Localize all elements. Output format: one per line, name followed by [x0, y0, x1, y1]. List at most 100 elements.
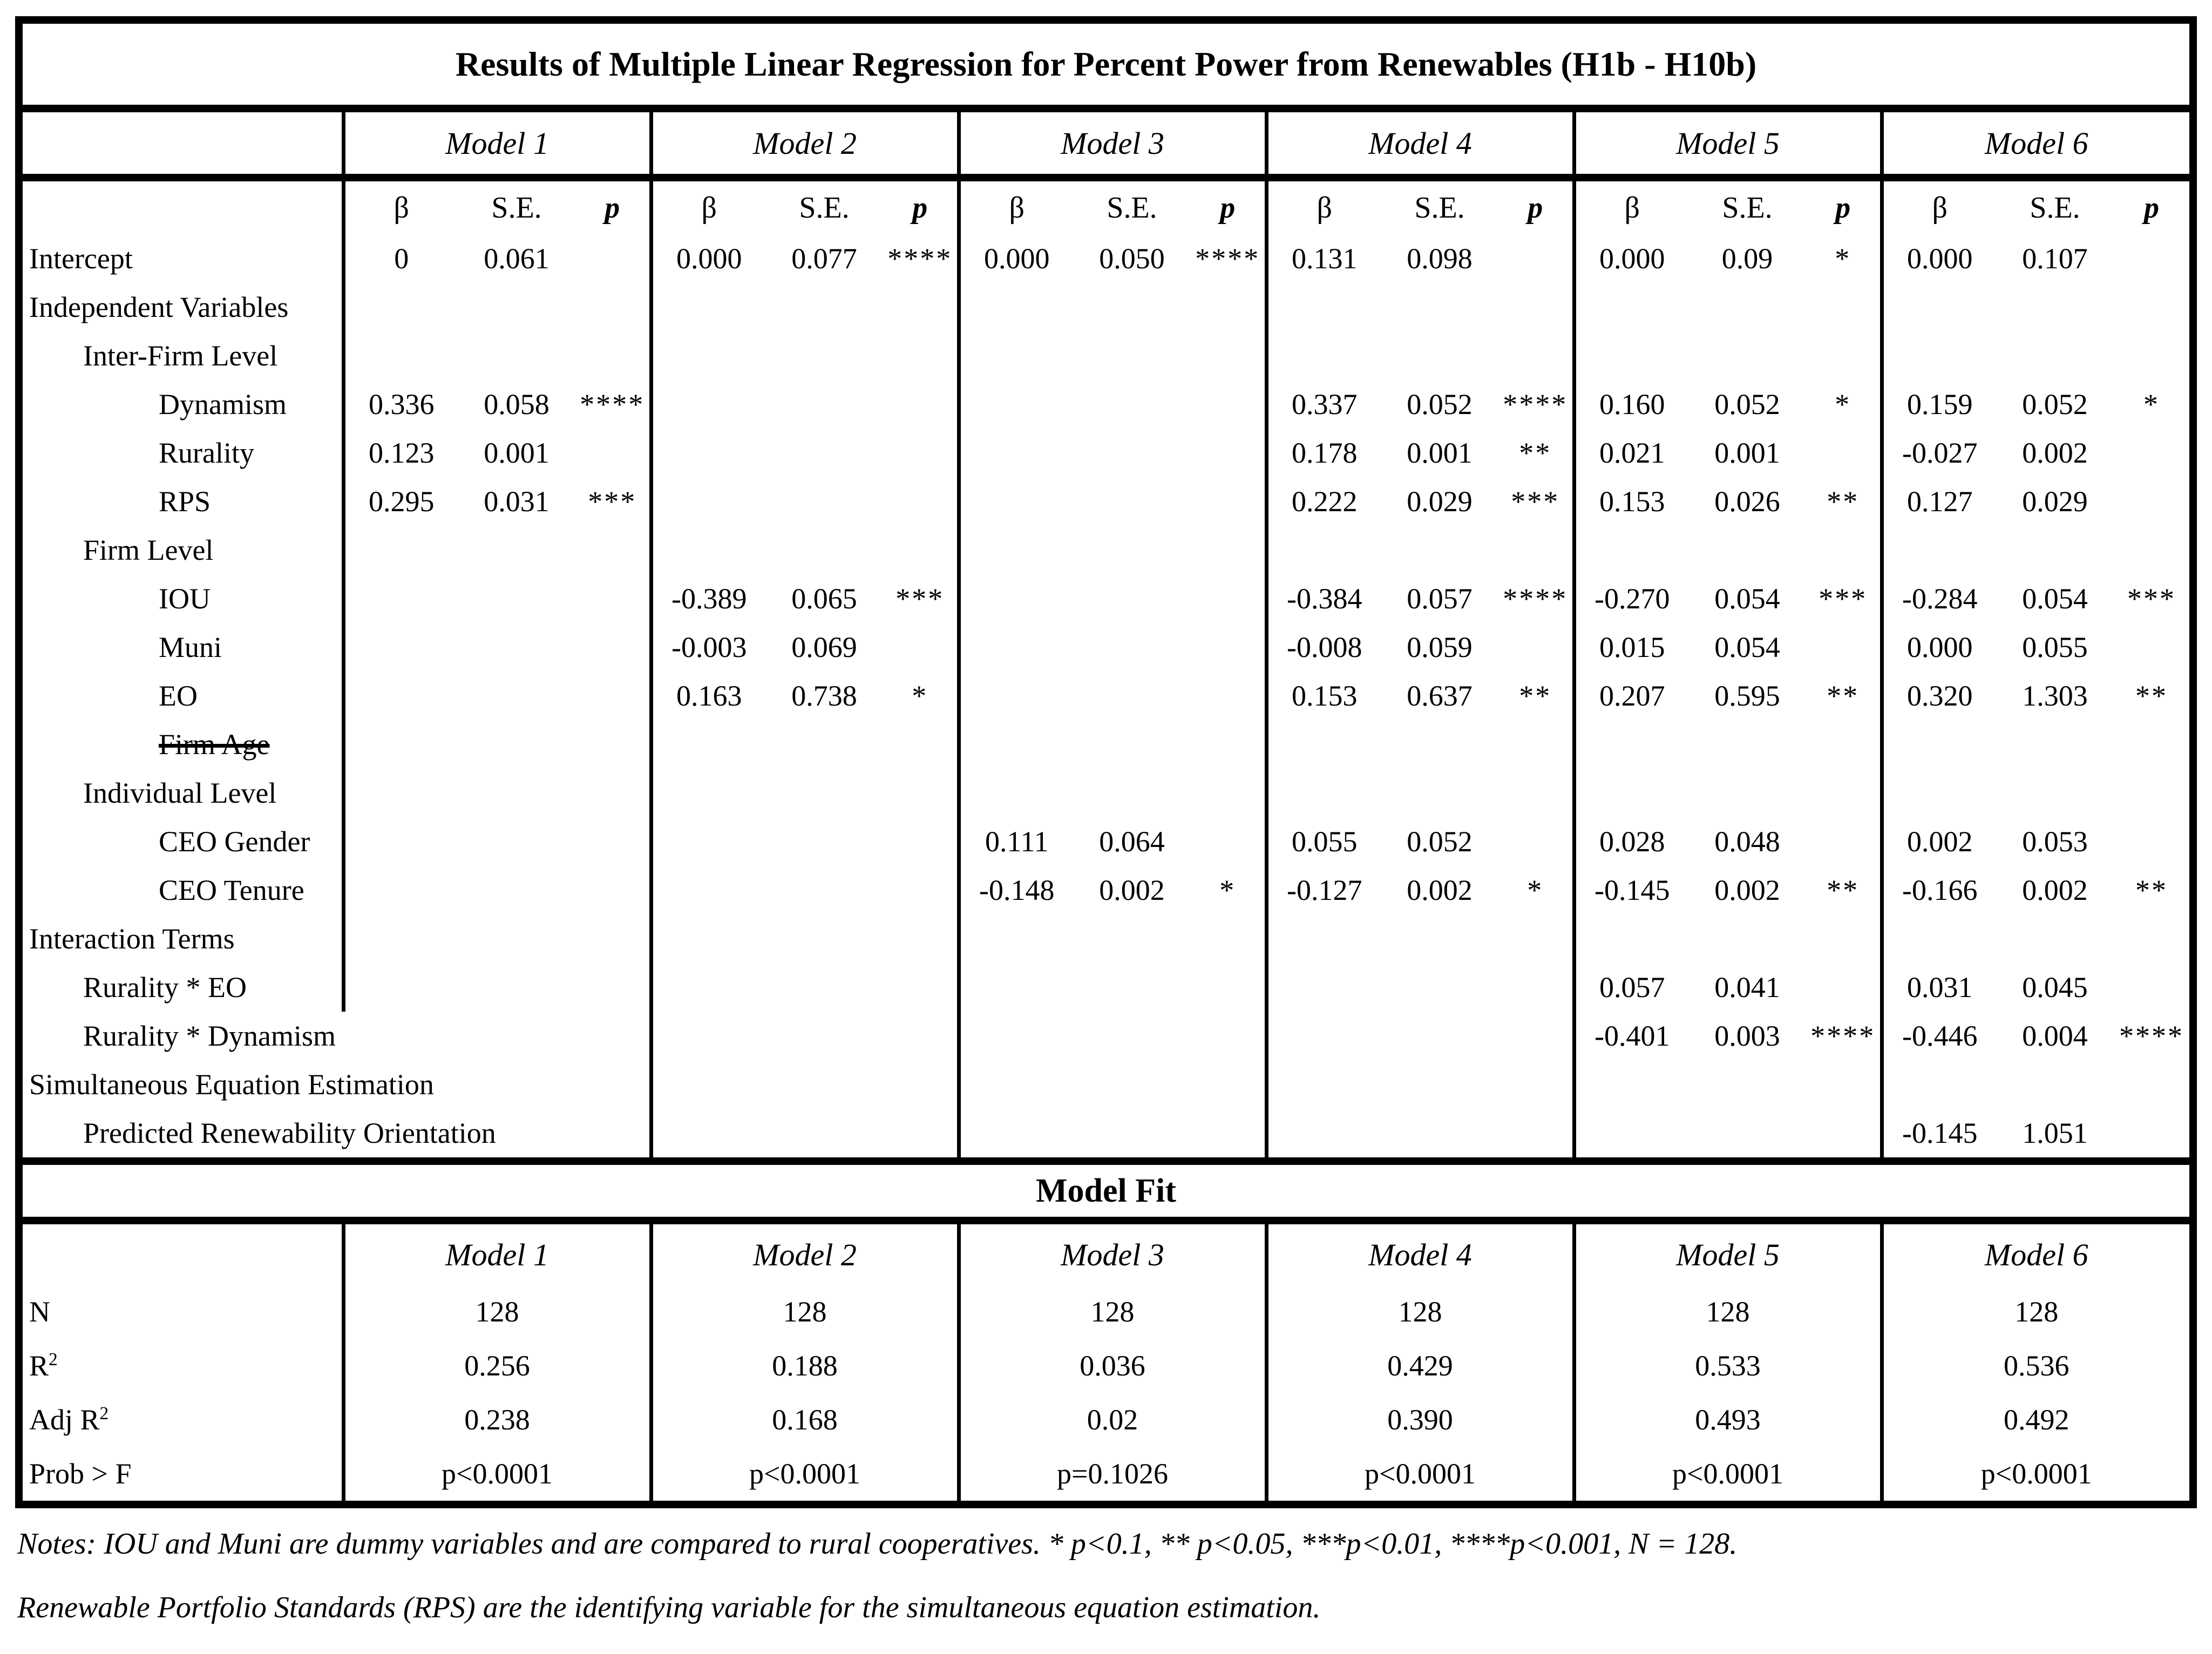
fit-corner-cell: [23, 1224, 343, 1285]
se-value: 0.052: [1407, 825, 1473, 858]
beta-value: [1264, 283, 1381, 331]
fit-value: 128: [956, 1285, 1266, 1339]
se-value: [1381, 1012, 1498, 1060]
row-label-text: Interaction Terms: [29, 923, 235, 955]
row-label: CEO Gender: [23, 817, 343, 866]
p-header: p: [912, 191, 928, 225]
fit-value: 0.390: [1264, 1393, 1574, 1447]
p-stars: **: [1519, 680, 1552, 712]
se-value: [765, 283, 883, 331]
beta-value: -0.389: [649, 574, 765, 623]
row-label-text: CEO Tenure: [159, 874, 304, 906]
fit-value: p=0.1026: [956, 1447, 1266, 1501]
p-stars: [575, 914, 651, 963]
row-label-text: Firm Level: [83, 534, 214, 566]
se-value: 0.061: [484, 242, 549, 275]
se-value: [458, 526, 575, 574]
beta-value: 0.000: [1572, 234, 1688, 283]
p-stars: [1498, 1109, 1574, 1157]
beta-value: -0.008: [1264, 623, 1381, 672]
beta-value: [649, 769, 765, 817]
beta-value: [341, 526, 458, 574]
p-stars: ***: [895, 582, 945, 615]
beta-value: [341, 769, 458, 817]
beta-value: -0.270: [1572, 574, 1688, 623]
p-stars: [1191, 769, 1266, 817]
se-value: 0.029: [2022, 485, 2088, 518]
se-value: 0.077: [791, 242, 857, 275]
p-stars: [1498, 526, 1574, 574]
se-value: [765, 817, 883, 866]
se-value: [1381, 914, 1498, 963]
fit-value: p<0.0001: [341, 1447, 651, 1501]
se-value: [458, 866, 575, 914]
fit-row-label: N: [29, 1296, 50, 1328]
beta-value: -0.127: [1264, 866, 1381, 914]
note-line-2: Renewable Portfolio Standards (RPS) are …: [17, 1591, 1321, 1624]
row-label: Rurality * EO: [23, 963, 343, 1012]
se-value: [1381, 720, 1498, 769]
p-stars: [883, 477, 959, 526]
p-stars: **: [1827, 680, 1860, 712]
p-stars: [1191, 526, 1266, 574]
beta-value: [649, 963, 765, 1012]
beta-value: [956, 526, 1073, 574]
beta-value: [649, 817, 765, 866]
p-stars: **: [1827, 485, 1860, 518]
se-value: [1381, 769, 1498, 817]
p-stars: [2114, 1109, 2189, 1157]
p-stars: [1191, 623, 1266, 672]
se-header: S.E.: [1722, 191, 1773, 225]
se-value: [1381, 1060, 1498, 1109]
note-line-1: Notes: IOU and Muni are dummy variables …: [17, 1527, 1738, 1561]
se-value: [765, 769, 883, 817]
p-stars: [1806, 1060, 1882, 1109]
se-value: [458, 769, 575, 817]
se-value: 0.058: [484, 388, 549, 421]
se-value: [1073, 380, 1191, 429]
beta-value: -0.148: [956, 866, 1073, 914]
p-stars: [1498, 1060, 1574, 1109]
beta-value: [1264, 769, 1381, 817]
p-stars: **: [2135, 680, 2168, 712]
se-value: 0.026: [1714, 485, 1780, 518]
p-stars: [575, 769, 651, 817]
se-value: [1996, 769, 2114, 817]
se-value: [1073, 1109, 1191, 1157]
beta-value: 0.153: [1572, 477, 1688, 526]
se-value: [458, 817, 575, 866]
se-value: [765, 720, 883, 769]
se-value: 0.054: [2022, 582, 2088, 615]
coefficients-table: Model 1 Model 2 Model 3 Model 4 Model 5 Model…: [23, 112, 2190, 1157]
fit-row-label: Prob > F: [29, 1458, 132, 1490]
row-label: EO: [23, 672, 343, 720]
p-stars: [1806, 963, 1882, 1012]
p-stars: [1806, 1109, 1882, 1157]
p-stars: [2114, 769, 2189, 817]
beta-value: -0.145: [1572, 866, 1688, 914]
se-value: [1381, 526, 1498, 574]
se-value: 0.107: [2022, 242, 2088, 275]
model-fit-table: Model 1 Model 2 Model 3 Model 4 Model 5 Model…: [23, 1224, 2189, 1501]
row-label: Rurality: [23, 429, 343, 477]
p-stars: [883, 720, 959, 769]
p-stars: [883, 1060, 959, 1109]
beta-value: -0.003: [649, 623, 765, 672]
beta-value: [649, 1012, 765, 1060]
beta-value: 0.337: [1264, 380, 1381, 429]
se-value: [458, 914, 575, 963]
beta-value: -0.384: [1264, 574, 1381, 623]
se-value: 0.031: [484, 485, 549, 518]
p-stars: [883, 331, 959, 380]
beta-value: [341, 283, 458, 331]
p-stars: [1191, 1012, 1266, 1060]
beta-value: 0.159: [1879, 380, 1996, 429]
fit-model-header: Model 3: [956, 1224, 1266, 1285]
p-stars: [2114, 817, 2189, 866]
row-label-text: Firm Age: [159, 728, 270, 761]
se-value: [1073, 963, 1191, 1012]
se-value: [765, 1060, 883, 1109]
fit-row-label: R2: [29, 1350, 58, 1382]
beta-value: 0.111: [956, 817, 1073, 866]
se-value: [458, 574, 575, 623]
